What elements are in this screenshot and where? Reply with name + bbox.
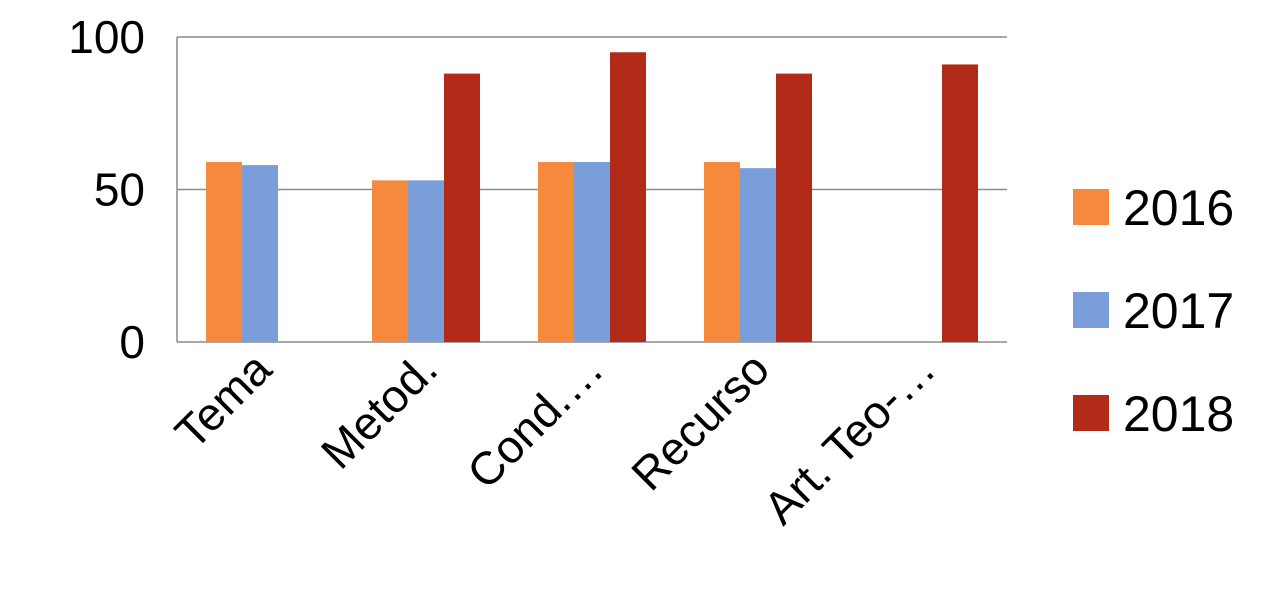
legend-label-2016: 2016 bbox=[1123, 180, 1234, 236]
legend-swatch-2016 bbox=[1073, 189, 1109, 225]
x-category-label: Cond.… bbox=[457, 342, 613, 498]
x-category-label: Metod. bbox=[311, 342, 447, 478]
y-tick-label: 100 bbox=[68, 11, 145, 63]
bar-2016-cond bbox=[538, 162, 574, 342]
y-tick-label: 0 bbox=[119, 316, 145, 368]
bar-2017-metod bbox=[408, 180, 444, 342]
bar-2017-tema bbox=[242, 165, 278, 342]
x-category-label: Tema bbox=[165, 342, 282, 459]
bar-2018-cond bbox=[610, 52, 646, 342]
bar-2018-artteo bbox=[942, 64, 978, 342]
y-axis-ticks: 0 50 100 bbox=[68, 11, 145, 368]
legend-label-2018: 2018 bbox=[1123, 386, 1234, 442]
x-category-label: Art. Teo-… bbox=[753, 342, 945, 534]
bar-2017-cond bbox=[574, 162, 610, 342]
legend: 2016 2017 2018 bbox=[1073, 180, 1234, 442]
bars bbox=[206, 52, 978, 342]
legend-swatch-2017 bbox=[1073, 292, 1109, 328]
bar-2018-metod bbox=[444, 73, 480, 342]
y-tick-label: 50 bbox=[94, 164, 145, 216]
bar-2016-tema bbox=[206, 162, 242, 342]
legend-label-2017: 2017 bbox=[1123, 283, 1234, 339]
legend-swatch-2018 bbox=[1073, 395, 1109, 431]
x-category-label: Recurso bbox=[621, 342, 779, 500]
bar-2017-recurso bbox=[740, 168, 776, 342]
bar-2016-metod bbox=[372, 180, 408, 342]
bar-2016-recurso bbox=[704, 162, 740, 342]
bar-2018-recurso bbox=[776, 73, 812, 342]
